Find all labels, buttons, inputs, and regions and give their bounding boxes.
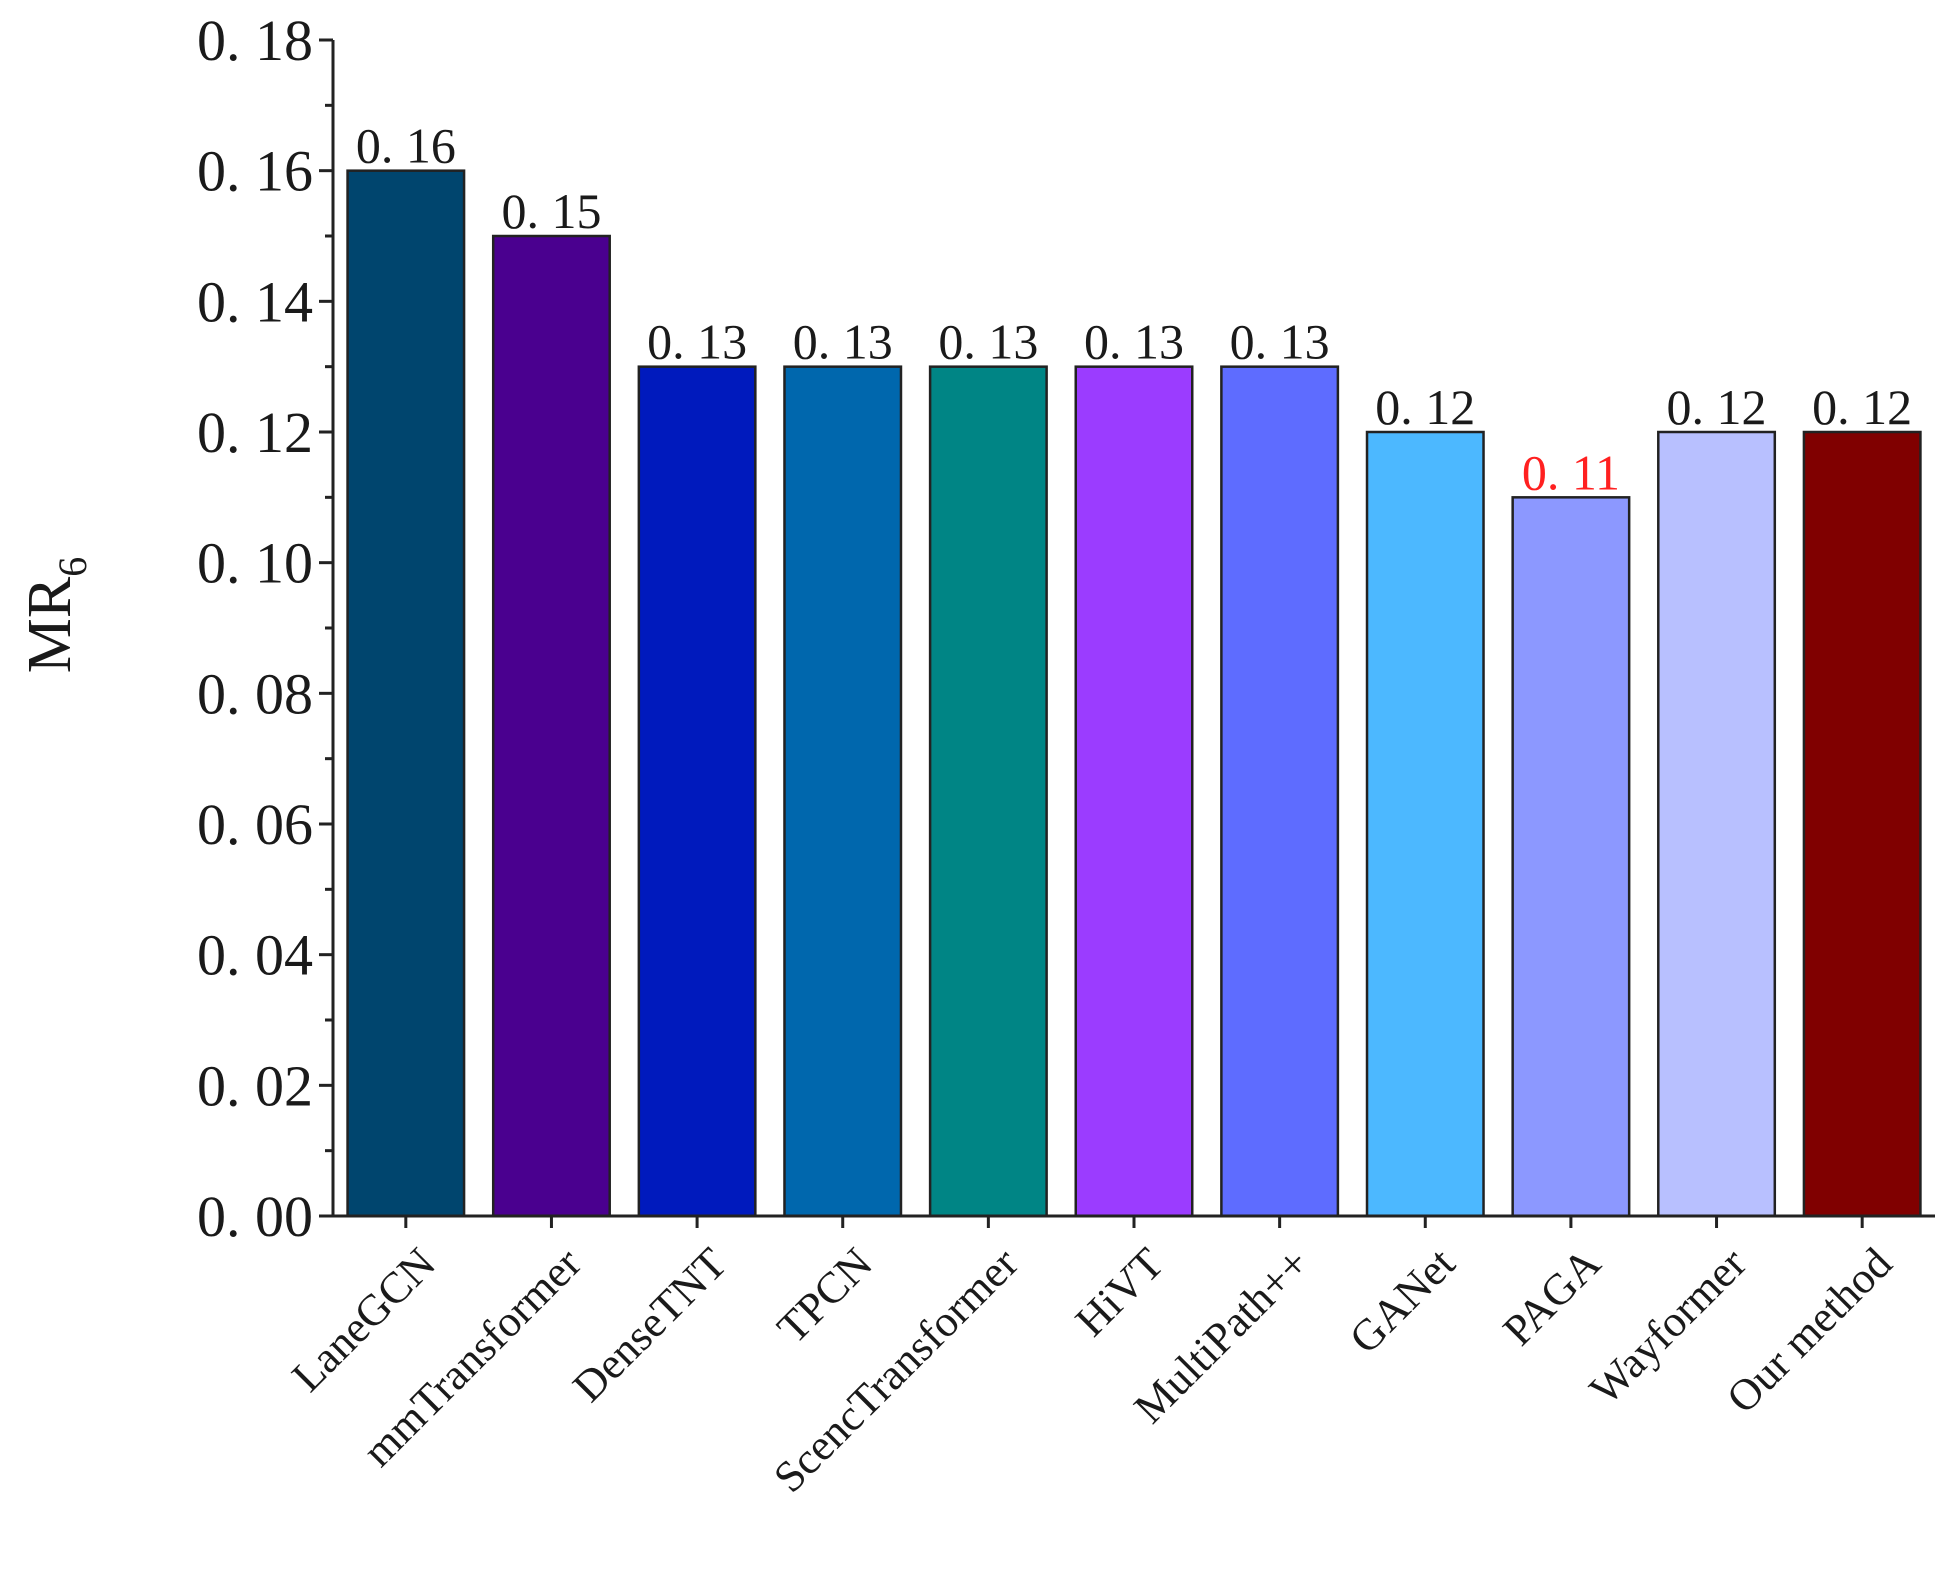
data-labels: 0. 16 0. 15 0. 13 0. 13 0. 13 0. 13 0. 13 0. 12… [356,118,1912,501]
y-tick-label: 0. 16 [197,139,313,204]
data-label: 0. 13 [1084,314,1184,370]
data-label: 0. 16 [356,118,456,174]
bar [346,169,466,1218]
x-tick-label: DenseTNT [563,1238,736,1411]
y-axis-title: MR6 [16,557,95,673]
y-axis: 0. 00 0. 02 0. 04 0. 06 0. 08 0. 10 0. 12 0. 14… [197,8,335,1249]
data-label: 0. 12 [1667,379,1767,435]
y-axis-title-subscript: 6 [50,557,95,577]
y-tick-label: 0. 04 [197,923,313,988]
y-tick-label: 0. 06 [197,792,313,857]
data-label: 0. 13 [647,314,747,370]
x-tick-label: PAGA [1494,1238,1611,1355]
x-tick-label: TPCN [768,1238,882,1352]
data-label: 0. 13 [938,314,1038,370]
bar [1511,496,1631,1218]
bar [1365,430,1485,1218]
bar [491,234,611,1218]
bar [783,365,903,1218]
data-label: 0. 11 [1522,444,1620,500]
x-tick-label: ScencTransformer [764,1238,1028,1502]
bar [1802,430,1922,1218]
data-label: 0. 15 [501,183,601,239]
y-tick-label: 0. 10 [197,531,313,596]
x-tick-label: GANet [1340,1238,1465,1363]
data-label: 0. 12 [1812,379,1912,435]
svg-text:MR6: MR6 [16,557,95,673]
bar [1657,430,1777,1218]
y-tick-label: 0. 08 [197,661,313,726]
data-label: 0. 13 [1230,314,1330,370]
y-tick-label: 0. 12 [197,400,313,465]
bar [928,365,1048,1218]
y-axis-title-main: MR [16,576,84,673]
y-tick-label: 0. 02 [197,1053,313,1118]
y-tick-label: 0. 18 [197,8,313,73]
y-tick-label: 0. 14 [197,269,313,334]
bar [637,365,757,1218]
x-tick-label: HiVT [1066,1238,1173,1345]
data-label: 0. 13 [793,314,893,370]
bar [1074,365,1194,1218]
bar [1220,365,1340,1218]
bars [346,169,1922,1218]
data-label: 0. 12 [1375,379,1475,435]
y-tick-label: 0. 00 [197,1184,313,1249]
